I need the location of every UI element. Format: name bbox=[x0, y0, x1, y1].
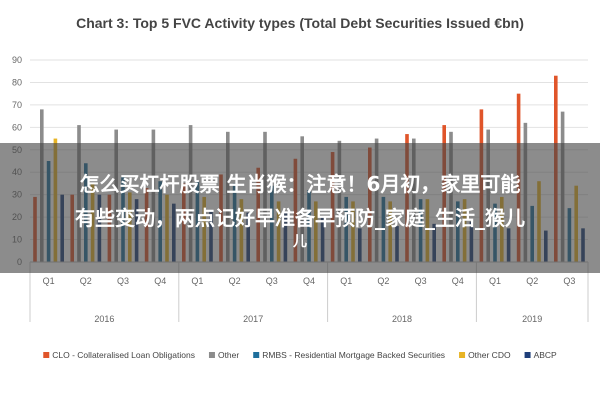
y-tick-label: 90 bbox=[12, 55, 22, 65]
legend-label: ABCP bbox=[534, 350, 557, 360]
year-label: 2018 bbox=[392, 314, 412, 324]
y-tick-label: 70 bbox=[12, 100, 22, 110]
x-tick-label: Q1 bbox=[340, 276, 352, 286]
article-title-overlay: 怎么买杠杆股票 生肖猴：注意！6月初，家里可能 有些变动，两点记好早准备早预防_… bbox=[0, 143, 600, 273]
legend-swatch bbox=[253, 352, 260, 358]
x-tick-label: Q4 bbox=[303, 276, 315, 286]
chart-title: Chart 3: Top 5 FVC Activity types (Total… bbox=[76, 15, 524, 31]
legend-label: RMBS - Residential Mortgage Backed Secur… bbox=[262, 350, 445, 360]
y-tick-label: 60 bbox=[12, 122, 22, 132]
legend-swatch bbox=[43, 352, 50, 358]
x-tick-label: Q2 bbox=[80, 276, 92, 286]
year-label: 2017 bbox=[243, 314, 263, 324]
x-tick-label: Q3 bbox=[266, 276, 278, 286]
x-tick-label: Q4 bbox=[154, 276, 166, 286]
legend-swatch bbox=[208, 352, 215, 358]
y-tick-label: 80 bbox=[12, 77, 22, 87]
x-tick-label: Q3 bbox=[415, 276, 427, 286]
year-label: 2019 bbox=[522, 314, 542, 324]
overlay-line-2: 有些变动，两点记好早准备早预防_家庭_生活_猴儿 bbox=[75, 206, 525, 230]
x-tick-label: Q2 bbox=[229, 276, 241, 286]
x-tick-label: Q1 bbox=[43, 276, 55, 286]
x-tick-label: Q1 bbox=[489, 276, 501, 286]
x-tick-label: Q1 bbox=[191, 276, 203, 286]
legend-swatch bbox=[524, 352, 531, 358]
x-tick-label: Q2 bbox=[526, 276, 538, 286]
x-tick-label: Q2 bbox=[377, 276, 389, 286]
overlay-line-1: 怎么买杠杆股票 生肖猴：注意！6月初，家里可能 bbox=[79, 172, 521, 196]
x-tick-label: Q3 bbox=[563, 276, 575, 286]
legend-label: CLO - Collateralised Loan Obligations bbox=[52, 350, 195, 360]
year-label: 2016 bbox=[94, 314, 114, 324]
legend-label: Other CDO bbox=[468, 350, 511, 360]
legend-swatch bbox=[459, 352, 466, 358]
legend: CLO - Collateralised Loan Obligations Oth… bbox=[43, 350, 557, 360]
x-tick-label: Q3 bbox=[117, 276, 129, 286]
x-tick-label: Q4 bbox=[452, 276, 464, 286]
overlay-line-3: 儿 bbox=[293, 234, 307, 250]
legend-label: Other bbox=[218, 350, 239, 360]
